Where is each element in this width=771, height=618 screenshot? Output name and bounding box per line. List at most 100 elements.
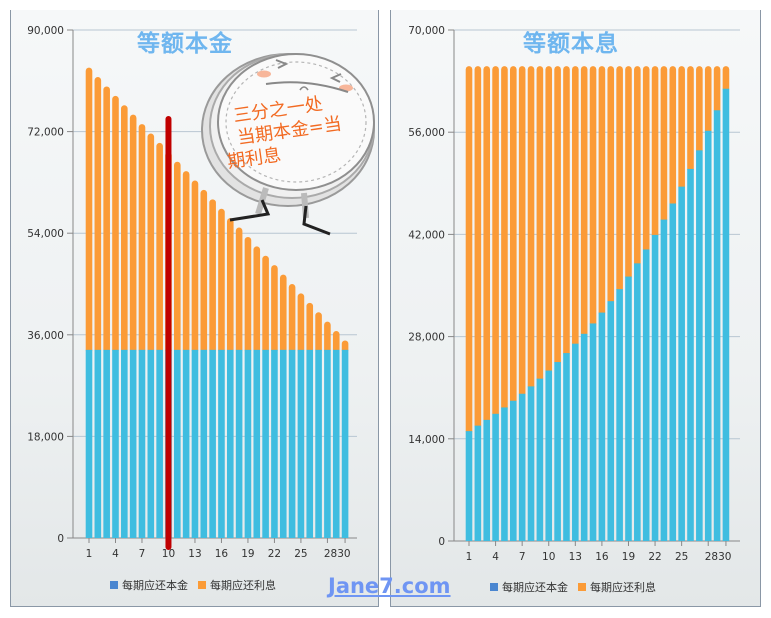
bar-interest [182, 171, 190, 354]
bar-principal [226, 349, 234, 538]
x-tick-label: 13 [188, 548, 201, 560]
bar-interest [634, 66, 641, 267]
bar-principal [147, 349, 155, 538]
watermark-link[interactable]: Jane7.com [328, 574, 451, 598]
bar-principal [536, 378, 544, 541]
bar-principal [696, 150, 703, 541]
bar-interest [324, 321, 331, 354]
x-tick-label: 2830 [705, 551, 732, 563]
bar-interest [244, 236, 252, 354]
bar-interest [501, 66, 508, 411]
bar-interest [156, 142, 163, 354]
bar-principal [315, 349, 322, 538]
bar-interest [563, 66, 570, 357]
bar-interest [226, 218, 234, 354]
x-tick-label: 7 [139, 548, 146, 560]
x-tick-label: 19 [241, 548, 254, 560]
y-tick-label: 90,000 [27, 25, 64, 37]
bar-principal [607, 301, 615, 541]
bar-principal [563, 353, 570, 541]
bar-principal [253, 349, 261, 538]
bar-principal [465, 431, 473, 541]
bar-interest [651, 66, 659, 239]
bar-interest [288, 284, 296, 354]
bar-principal [704, 130, 712, 541]
bar-interest [306, 302, 314, 354]
legend-principal-label: 每期应还本金 [122, 579, 188, 592]
x-tick-label: 16 [215, 548, 229, 560]
x-tick-label: 10 [542, 551, 555, 563]
bar-interest [607, 66, 615, 305]
bar-principal [297, 349, 305, 538]
bar-principal [138, 349, 146, 538]
left-chart-title: 等额本金 [137, 31, 233, 57]
bar-principal [545, 370, 553, 541]
legend-principal-swatch [110, 581, 118, 589]
bar-principal [501, 407, 508, 541]
bar-principal [191, 349, 199, 538]
y-tick-label: 14,000 [408, 434, 445, 446]
x-tick-label: 4 [492, 551, 499, 563]
bar-interest [315, 312, 322, 354]
bar-interest [589, 66, 597, 327]
bar-principal [341, 349, 349, 538]
bar-principal [271, 349, 278, 538]
y-tick-label: 42,000 [408, 229, 445, 241]
y-tick-label: 0 [57, 533, 64, 545]
bar-interest [103, 86, 110, 354]
bar-principal [634, 263, 641, 541]
bar-interest [235, 227, 243, 354]
bar-interest [722, 66, 730, 93]
bar-principal [616, 289, 623, 541]
bar-interest [625, 66, 632, 280]
legend-principal-swatch [490, 583, 498, 591]
bar-interest [174, 161, 181, 354]
x-tick-label: 22 [648, 551, 661, 563]
right-legend: 每期应还本金 每期应还利息 [490, 579, 656, 595]
y-tick-label: 72,000 [27, 127, 64, 139]
bar-principal [483, 419, 491, 541]
bar-principal [625, 276, 632, 541]
bar-principal [112, 349, 119, 538]
bar-principal [554, 362, 561, 541]
marker-line [165, 116, 172, 550]
bar-principal [722, 88, 730, 541]
bar-interest [696, 66, 703, 154]
y-tick-label: 54,000 [27, 228, 64, 240]
y-tick-label: 56,000 [408, 127, 445, 139]
bar-interest [279, 274, 287, 354]
y-tick-label: 28,000 [408, 332, 445, 344]
bar-interest [191, 180, 199, 354]
bar-principal [156, 349, 163, 538]
bar-interest [713, 66, 721, 114]
bar-principal [580, 333, 588, 541]
x-tick-label: 4 [112, 548, 119, 560]
bar-interest [572, 66, 579, 347]
x-tick-label: 13 [569, 551, 582, 563]
bar-principal [527, 386, 535, 541]
legend-interest-swatch [198, 581, 206, 589]
bar-interest [545, 66, 553, 374]
bar-principal [492, 413, 499, 541]
bar-interest [209, 199, 216, 354]
bar-principal [332, 349, 340, 538]
bar-interest [687, 66, 694, 173]
cartoon-coin-annotation: 三分之一处 当期本金=当 期利息 [196, 48, 384, 238]
y-tick-label: 0 [438, 536, 445, 548]
bar-principal [209, 349, 216, 538]
bar-interest [297, 293, 305, 354]
x-tick-label: 16 [595, 551, 609, 563]
y-tick-label: 36,000 [27, 330, 64, 342]
bar-principal [324, 349, 331, 538]
bar-interest [200, 189, 208, 354]
legend-interest-label: 每期应还利息 [590, 581, 656, 594]
bar-interest [94, 77, 102, 354]
y-tick-label: 70,000 [408, 25, 445, 37]
bar-interest [112, 95, 119, 354]
bar-principal [94, 349, 102, 538]
y-tick-label: 18,000 [27, 431, 64, 443]
legend-interest-label: 每期应还利息 [210, 579, 276, 592]
bar-interest [518, 66, 526, 398]
bar-principal [288, 349, 296, 538]
